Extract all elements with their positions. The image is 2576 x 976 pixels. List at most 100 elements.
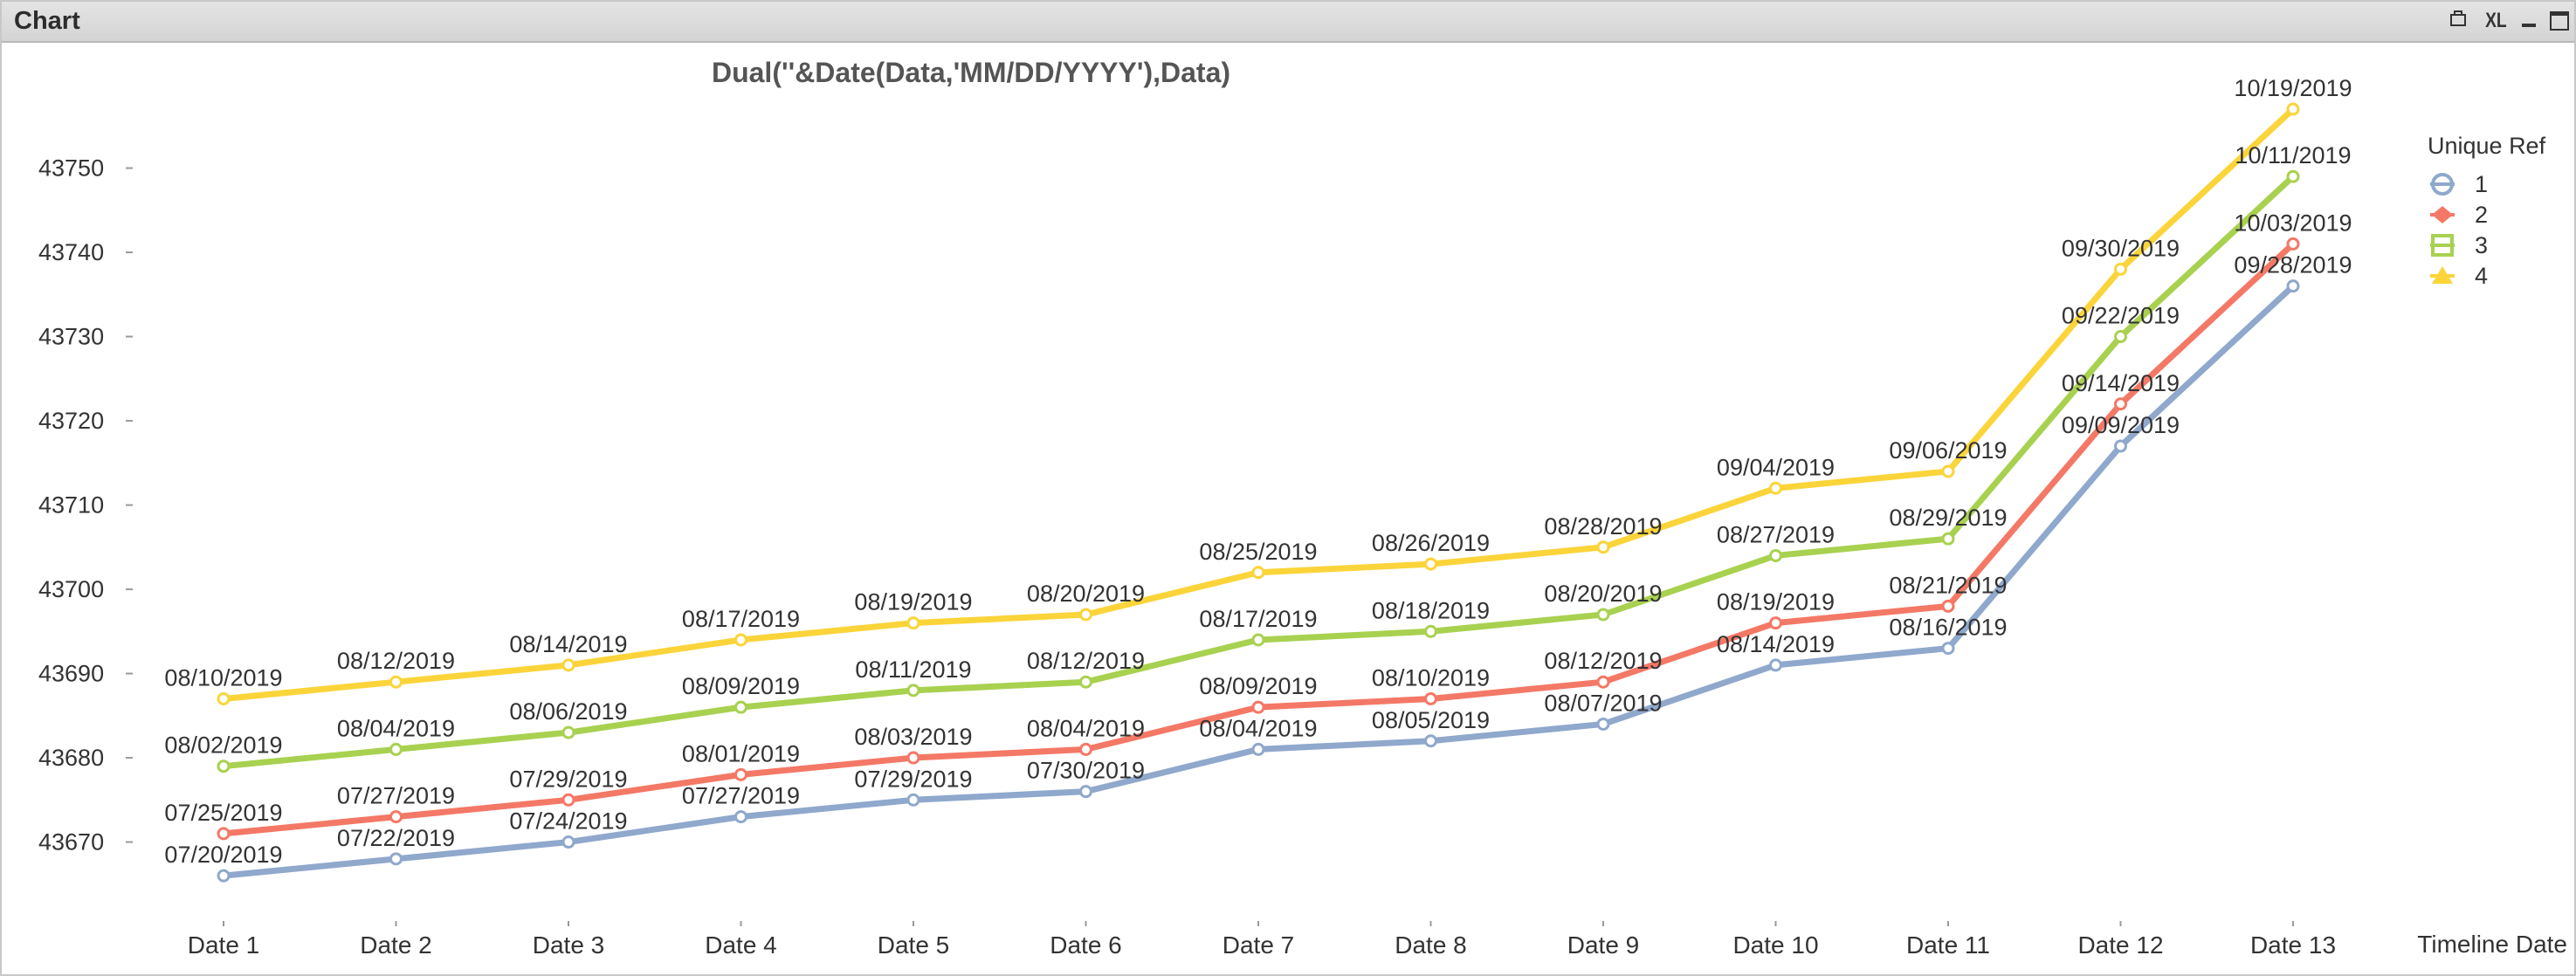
data-label: 09/09/2019 <box>2062 412 2180 438</box>
window-titlebar: Chart XL <box>2 2 2574 43</box>
legend-label-1[interactable]: 1 <box>2475 171 2488 197</box>
x-tick-label: Date 10 <box>1732 931 1818 959</box>
y-tick-label: 43680 <box>38 745 104 771</box>
data-point-series-3 <box>734 700 747 714</box>
data-point-series-1 <box>217 869 231 883</box>
legend-label-2[interactable]: 2 <box>2475 202 2488 228</box>
data-label: 08/19/2019 <box>1717 589 1835 615</box>
data-point-series-4 <box>1941 464 1955 478</box>
data-point-series-2 <box>1251 700 1265 714</box>
data-point-series-1 <box>561 835 575 849</box>
data-label: 08/05/2019 <box>1372 707 1490 733</box>
data-label: 08/16/2019 <box>1889 615 2007 641</box>
data-label: 08/25/2019 <box>1199 539 1317 565</box>
y-tick-label: 43710 <box>38 492 104 519</box>
send-to-excel-button[interactable]: XL <box>2485 9 2507 32</box>
data-point-series-1 <box>389 852 403 866</box>
y-tick-label: 43720 <box>38 408 104 434</box>
data-label: 07/27/2019 <box>337 783 455 809</box>
data-point-series-2 <box>1079 742 1092 756</box>
chart-title: Dual(''&Date(Data,'MM/DD/YYYY'),Data) <box>712 57 1230 88</box>
data-point-series-2 <box>2114 397 2127 411</box>
data-point-series-2 <box>1769 616 1782 630</box>
data-label: 07/29/2019 <box>854 766 972 792</box>
data-point-series-4 <box>734 633 747 647</box>
x-tick-label: Date 3 <box>533 931 605 959</box>
data-point-series-3 <box>1596 608 1610 622</box>
data-label: 08/14/2019 <box>509 631 627 657</box>
data-point-series-4 <box>2114 262 2127 276</box>
data-label: 09/06/2019 <box>1889 437 2007 464</box>
data-point-series-1 <box>2286 279 2300 293</box>
data-label: 08/12/2019 <box>1027 648 1145 674</box>
data-point-series-4 <box>1251 566 1265 580</box>
data-label: 08/09/2019 <box>1199 673 1317 699</box>
data-label: 08/04/2019 <box>1199 715 1317 741</box>
data-point-series-3 <box>2114 330 2127 344</box>
data-point-series-1 <box>734 810 747 824</box>
series-markers <box>217 102 2300 883</box>
data-point-series-3 <box>2286 169 2300 183</box>
data-point-series-4 <box>1769 481 1782 495</box>
data-point-series-2 <box>389 810 403 824</box>
data-label: 08/12/2019 <box>337 648 455 674</box>
x-tick-label: Date 2 <box>360 931 432 959</box>
print-icon[interactable] <box>2448 10 2470 32</box>
y-axis: 43670 43680 43690 43700 43710 43720 43730 43740… <box>38 155 133 856</box>
data-label: 08/19/2019 <box>854 589 972 615</box>
data-label: 07/30/2019 <box>1027 758 1145 784</box>
data-point-series-4 <box>389 675 403 689</box>
data-label: 09/04/2019 <box>1717 454 1835 480</box>
data-point-series-1 <box>906 793 920 807</box>
data-point-series-3 <box>561 725 575 739</box>
data-label: 08/09/2019 <box>682 673 800 699</box>
data-label: 07/24/2019 <box>509 808 627 835</box>
data-label: 09/28/2019 <box>2234 252 2352 278</box>
data-label: 08/29/2019 <box>1889 505 2007 531</box>
x-axis-label: Timeline Date <box>2417 931 2567 958</box>
data-point-series-3 <box>906 684 920 698</box>
data-label: 08/11/2019 <box>855 656 971 683</box>
data-label: 08/17/2019 <box>1199 606 1317 632</box>
data-label: 08/26/2019 <box>1372 530 1490 556</box>
data-label: 07/25/2019 <box>164 800 282 826</box>
legend-label-4[interactable]: 4 <box>2475 263 2488 289</box>
data-point-series-2 <box>217 827 231 841</box>
y-tick-label: 43670 <box>38 829 104 856</box>
data-point-series-4 <box>906 616 920 630</box>
data-point-series-3 <box>1079 675 1092 689</box>
data-point-series-2 <box>1424 692 1437 705</box>
titlebar-controls: XL <box>2448 7 2569 35</box>
data-label: 08/02/2019 <box>164 732 282 759</box>
data-point-series-1 <box>1941 642 1955 656</box>
data-label: 08/21/2019 <box>1889 572 2007 598</box>
y-tick-label: 43690 <box>38 661 104 687</box>
data-label: 09/22/2019 <box>2062 303 2180 329</box>
x-tick-label: Date 9 <box>1567 931 1640 959</box>
data-label: 08/28/2019 <box>1544 513 1662 540</box>
data-point-series-3 <box>1424 624 1437 638</box>
x-tick-label: Date 5 <box>878 931 950 959</box>
legend-label-3[interactable]: 3 <box>2475 232 2488 258</box>
data-labels: 07/20/2019 07/22/2019 07/24/2019 07/27/2019… <box>164 75 2352 868</box>
data-point-series-4 <box>1596 540 1610 554</box>
data-label: 08/20/2019 <box>1544 581 1662 607</box>
legend: Unique Ref 1 2 3 4 <box>2428 133 2546 289</box>
window-title: Chart <box>14 7 80 35</box>
maximize-icon[interactable] <box>2550 11 2569 31</box>
data-label: 08/14/2019 <box>1717 631 1835 657</box>
data-point-series-2 <box>734 767 747 781</box>
x-tick-label: Date 13 <box>2250 931 2336 959</box>
data-point-series-1 <box>1769 658 1782 672</box>
data-label: 10/11/2019 <box>2235 142 2351 168</box>
x-tick-label: Date 11 <box>1906 931 1990 959</box>
data-point-series-2 <box>2286 237 2300 251</box>
data-label: 09/14/2019 <box>2062 370 2180 396</box>
y-tick-label: 43740 <box>38 239 104 265</box>
data-label: 08/12/2019 <box>1544 648 1662 674</box>
minimize-icon[interactable] <box>2522 10 2538 32</box>
data-point-series-4 <box>561 658 575 672</box>
data-label: 10/19/2019 <box>2234 75 2352 101</box>
x-tick-label: Date 4 <box>705 931 777 959</box>
